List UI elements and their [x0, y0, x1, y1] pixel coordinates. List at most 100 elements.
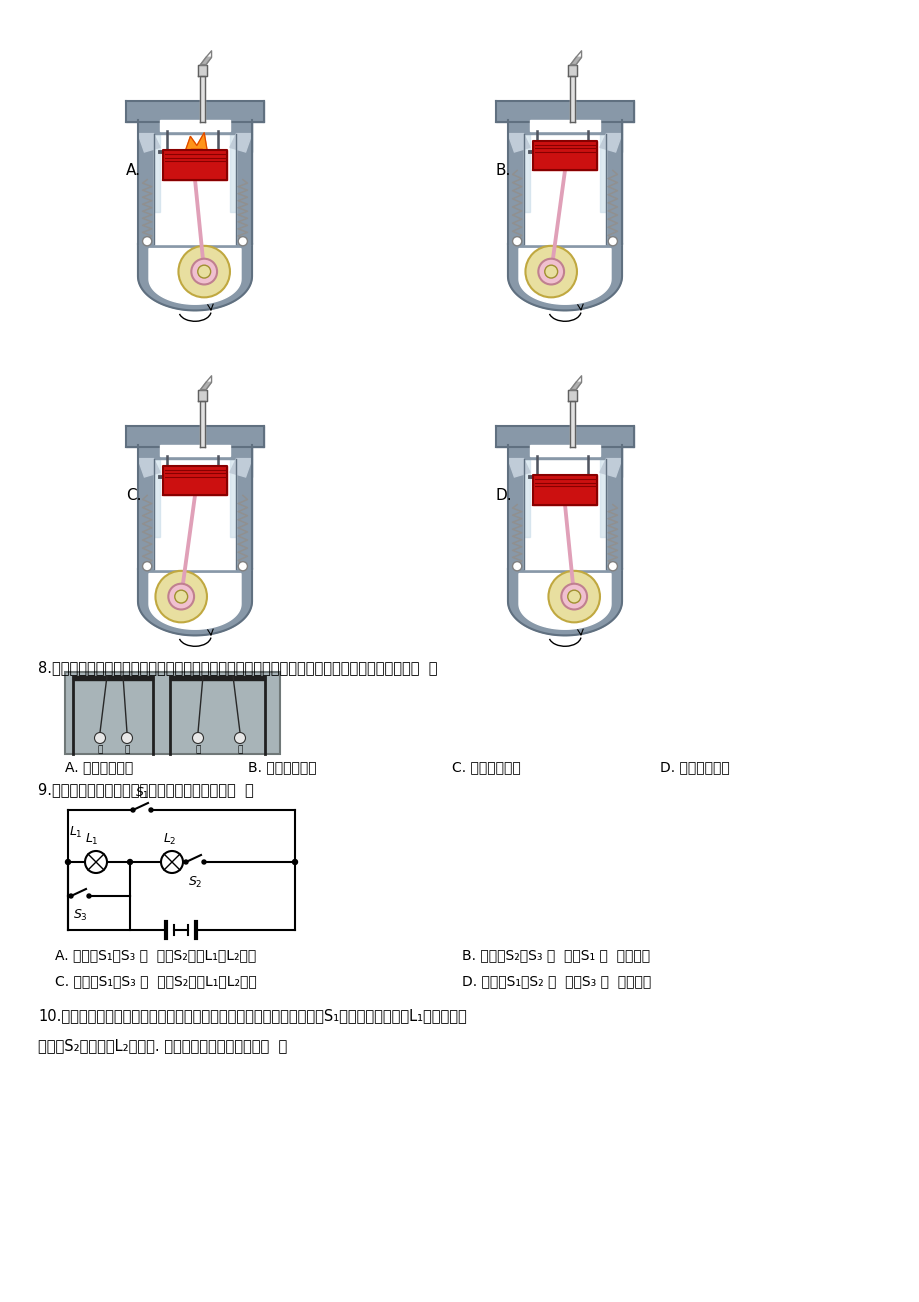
Polygon shape: [523, 458, 529, 536]
Polygon shape: [200, 383, 211, 389]
Polygon shape: [599, 458, 606, 536]
Circle shape: [607, 237, 617, 246]
Circle shape: [567, 590, 580, 603]
Polygon shape: [570, 57, 581, 65]
Circle shape: [130, 809, 135, 812]
Polygon shape: [160, 445, 230, 456]
Polygon shape: [241, 134, 252, 152]
Polygon shape: [567, 389, 576, 401]
Polygon shape: [236, 120, 252, 243]
Circle shape: [161, 852, 183, 874]
Polygon shape: [153, 445, 236, 569]
Polygon shape: [138, 134, 149, 152]
Text: B. 一定带负电荷: B. 一定带负电荷: [248, 760, 316, 773]
Polygon shape: [198, 389, 207, 401]
Polygon shape: [507, 569, 621, 635]
Polygon shape: [507, 458, 518, 477]
Polygon shape: [126, 102, 264, 121]
Circle shape: [142, 561, 152, 570]
Circle shape: [238, 237, 247, 246]
Polygon shape: [507, 118, 621, 134]
Circle shape: [607, 561, 617, 570]
Text: 再闭合S₂车前大灯L₂也亮起. 符合这一情况的电路图是（  ）: 再闭合S₂车前大灯L₂也亮起. 符合这一情况的电路图是（ ）: [38, 1038, 287, 1053]
Circle shape: [175, 590, 187, 603]
Polygon shape: [495, 102, 633, 121]
Text: 丙: 丙: [237, 745, 243, 754]
Circle shape: [202, 861, 206, 865]
Polygon shape: [138, 443, 252, 458]
Polygon shape: [230, 134, 236, 212]
Polygon shape: [606, 120, 621, 243]
Polygon shape: [529, 120, 599, 130]
Polygon shape: [138, 120, 153, 243]
Text: A. 一定带正电荷: A. 一定带正电荷: [65, 760, 133, 773]
Polygon shape: [184, 133, 208, 155]
Polygon shape: [518, 249, 610, 305]
Circle shape: [178, 246, 230, 297]
Polygon shape: [507, 458, 529, 477]
Polygon shape: [153, 134, 160, 212]
Polygon shape: [507, 243, 621, 310]
Text: $L_1$: $L_1$: [85, 832, 98, 848]
Polygon shape: [236, 445, 252, 569]
Circle shape: [155, 570, 207, 622]
Polygon shape: [199, 398, 205, 447]
Circle shape: [142, 237, 152, 246]
Text: A. 当闭合S₁、S₃ ，  断开S₂时，L₁、L₂并联: A. 当闭合S₁、S₃ ， 断开S₂时，L₁、L₂并联: [55, 948, 256, 962]
Polygon shape: [523, 445, 606, 569]
Circle shape: [544, 266, 557, 279]
Circle shape: [65, 859, 71, 865]
Circle shape: [198, 266, 210, 279]
Polygon shape: [138, 569, 252, 635]
Polygon shape: [495, 426, 633, 447]
Polygon shape: [138, 445, 153, 569]
Circle shape: [512, 237, 521, 246]
Circle shape: [149, 809, 153, 812]
Text: 8.甲、乙、丙三个轻质小球用绝缘细绳悬挂，相互作用情况如下列图，如果丙带正电荷，那么甲（  ）: 8.甲、乙、丙三个轻质小球用绝缘细绳悬挂，相互作用情况如下列图，如果丙带正电荷，…: [38, 660, 437, 674]
Polygon shape: [200, 57, 211, 65]
Bar: [65, 672, 279, 754]
Polygon shape: [163, 150, 227, 180]
Polygon shape: [529, 445, 599, 456]
Polygon shape: [569, 398, 574, 447]
Polygon shape: [230, 134, 252, 152]
Polygon shape: [599, 458, 621, 477]
Circle shape: [561, 583, 586, 609]
Polygon shape: [523, 120, 606, 243]
Polygon shape: [198, 65, 207, 76]
Circle shape: [191, 259, 217, 284]
Polygon shape: [610, 134, 621, 152]
Polygon shape: [138, 458, 160, 477]
Circle shape: [238, 561, 247, 570]
Polygon shape: [138, 458, 149, 477]
Polygon shape: [569, 74, 574, 121]
Polygon shape: [606, 445, 621, 569]
Circle shape: [525, 246, 576, 297]
Polygon shape: [199, 74, 205, 121]
Circle shape: [538, 259, 563, 284]
Polygon shape: [230, 458, 236, 536]
Text: B. 当闭合S₂、S₃ ，  断开S₁ ，  两灯都亮: B. 当闭合S₂、S₃ ， 断开S₁ ， 两灯都亮: [461, 948, 650, 962]
Circle shape: [85, 852, 107, 874]
Circle shape: [192, 733, 203, 743]
Polygon shape: [570, 383, 581, 389]
Circle shape: [69, 894, 73, 898]
Polygon shape: [599, 134, 606, 212]
Polygon shape: [523, 134, 529, 212]
Circle shape: [128, 859, 132, 865]
Polygon shape: [153, 458, 160, 536]
Polygon shape: [241, 458, 252, 477]
Circle shape: [512, 561, 521, 570]
Polygon shape: [170, 676, 265, 680]
Text: C. 当闭合S₁、S₃ ，  断开S₂时，L₁、L₂串联: C. 当闭合S₁、S₃ ， 断开S₂时，L₁、L₂串联: [55, 974, 256, 988]
Polygon shape: [126, 426, 264, 447]
Polygon shape: [507, 443, 621, 458]
Text: D. 当闭合S₁、S₂ ，  断开S₃ ，  两灯都亮: D. 当闭合S₁、S₂ ， 断开S₃ ， 两灯都亮: [461, 974, 651, 988]
Text: 乙: 乙: [195, 745, 200, 754]
Text: $S_1$: $S_1$: [134, 786, 149, 801]
Text: $S_3$: $S_3$: [73, 907, 87, 923]
Text: B.: B.: [495, 163, 511, 178]
Text: C.: C.: [126, 488, 142, 503]
Polygon shape: [507, 445, 523, 569]
Text: $S_2$: $S_2$: [187, 875, 202, 891]
